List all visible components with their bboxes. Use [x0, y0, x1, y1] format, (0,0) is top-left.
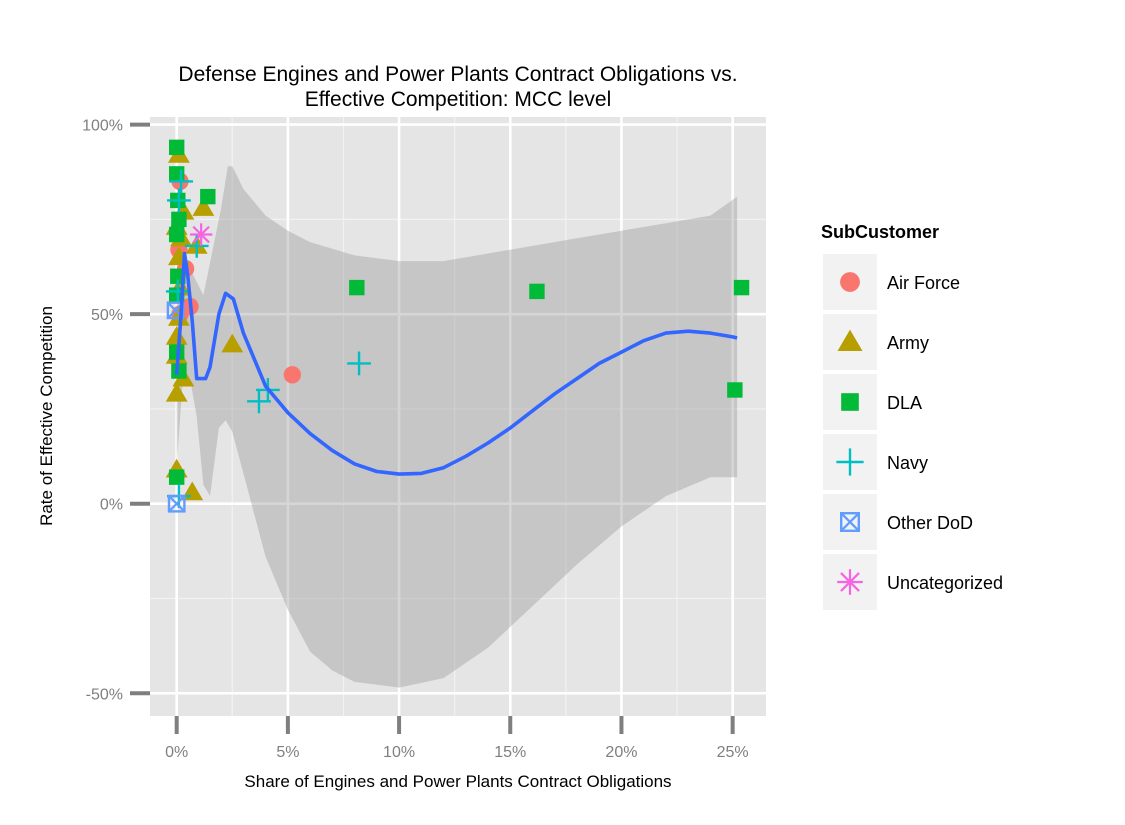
point-navy: [169, 169, 194, 194]
legend-key-uncategorized: [837, 569, 863, 595]
point-dla: [168, 469, 185, 485]
y-tick-label: 100%: [82, 118, 123, 135]
x-tick-label: 25%: [717, 744, 749, 761]
point-navy: [167, 188, 191, 213]
chart-title-line-2: Effective Competition: MCC level: [305, 88, 612, 111]
legend-label: DLA: [887, 393, 922, 413]
point-army: [192, 197, 215, 216]
legend-label: Army: [887, 333, 929, 353]
legend-key-navy: [836, 448, 864, 476]
point-navy: [165, 279, 190, 304]
x-axis: 0% 5% 10% 15% 20% 25%: [165, 716, 749, 761]
point-dla: [171, 363, 187, 379]
point-dla: [727, 382, 743, 398]
x-tick-label: 10%: [383, 744, 415, 761]
legend-item-other-dod: Other DoD: [823, 494, 973, 550]
y-tick-label: 0%: [100, 497, 123, 514]
legend-key-dla: [841, 393, 859, 411]
legend-key-army: [837, 329, 863, 351]
x-tick-label: 5%: [276, 744, 299, 761]
point-army: [165, 326, 188, 345]
legend-item-uncategorized: Uncategorized: [823, 554, 1003, 610]
x-axis-title: Share of Engines and Power Plants Contra…: [244, 772, 671, 791]
point-dla: [171, 211, 187, 228]
point-uncategorized: [189, 223, 213, 246]
point-dla: [168, 139, 185, 156]
legend-item-navy: Navy: [823, 434, 928, 490]
point-navy: [347, 351, 371, 376]
legend-title: SubCustomer: [821, 222, 939, 242]
point-other-dod: [167, 494, 186, 513]
point-dla: [349, 279, 365, 296]
smooth-line: [174, 251, 738, 476]
y-axis-title: Rate of Effective Competition: [37, 306, 56, 526]
legend-label: Air Force: [887, 273, 960, 293]
plot-panel: [150, 117, 766, 716]
panel-background: [150, 117, 766, 716]
point-dla: [200, 188, 216, 205]
chart-title-line-1: Defense Engines and Power Plants Contrac…: [178, 63, 737, 86]
legend: SubCustomer Air Force Army DLA Navy Other Do…: [821, 222, 1003, 610]
x-tick-label: 0%: [165, 744, 188, 761]
point-dla: [733, 279, 750, 296]
point-dla: [168, 226, 185, 243]
confidence-band: [176, 166, 738, 688]
legend-key-air-force: [840, 272, 860, 292]
x-tick-label: 20%: [605, 744, 637, 761]
y-axis: -50% 0% 50% 100%: [82, 118, 150, 703]
y-tick-label: 50%: [91, 307, 123, 324]
legend-label: Navy: [887, 453, 928, 473]
point-dla: [529, 283, 545, 300]
y-tick-label: -50%: [86, 686, 123, 703]
legend-item-army: Army: [823, 314, 929, 370]
point-army: [165, 382, 188, 402]
point-army: [167, 307, 190, 326]
legend-key-other-dod: [840, 512, 861, 533]
x-tick-label: 15%: [494, 744, 526, 761]
legend-item-dla: DLA: [823, 374, 922, 430]
point-air-force: [283, 366, 302, 384]
point-army: [221, 333, 244, 353]
legend-label: Uncategorized: [887, 573, 1003, 593]
legend-label: Other DoD: [887, 513, 973, 533]
legend-item-air-force: Air Force: [823, 254, 960, 310]
